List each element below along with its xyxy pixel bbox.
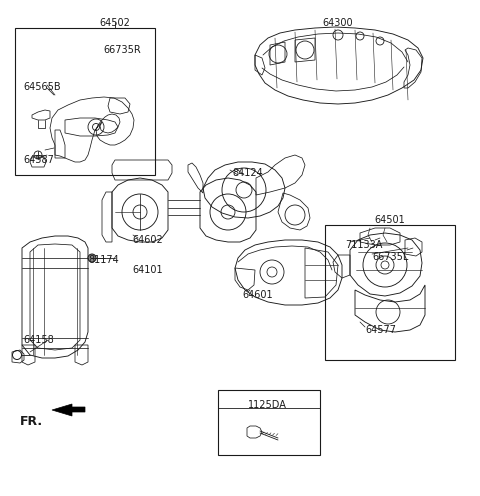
Text: 81174: 81174	[88, 255, 119, 265]
Text: 64565B: 64565B	[23, 82, 60, 92]
Circle shape	[88, 254, 96, 262]
Text: 64502: 64502	[99, 18, 131, 28]
Bar	[218, 390, 320, 455]
Text: 64577: 64577	[365, 325, 396, 335]
Text: 71133A: 71133A	[345, 240, 383, 250]
Bar	[325, 225, 455, 360]
Text: 84124: 84124	[233, 168, 264, 178]
Polygon shape	[52, 404, 85, 416]
Text: 66735L: 66735L	[372, 252, 408, 262]
Bar	[15, 28, 155, 175]
Text: FR.: FR.	[20, 415, 43, 428]
Text: 66735R: 66735R	[103, 45, 141, 55]
Text: 64587: 64587	[23, 155, 54, 165]
Text: 64602: 64602	[132, 235, 163, 245]
Text: 64501: 64501	[374, 215, 406, 225]
Text: 64158: 64158	[23, 335, 54, 345]
Text: 64601: 64601	[243, 290, 273, 300]
Text: 64300: 64300	[323, 18, 353, 28]
Text: 1125DA: 1125DA	[248, 400, 287, 410]
Text: 64101: 64101	[132, 265, 163, 275]
